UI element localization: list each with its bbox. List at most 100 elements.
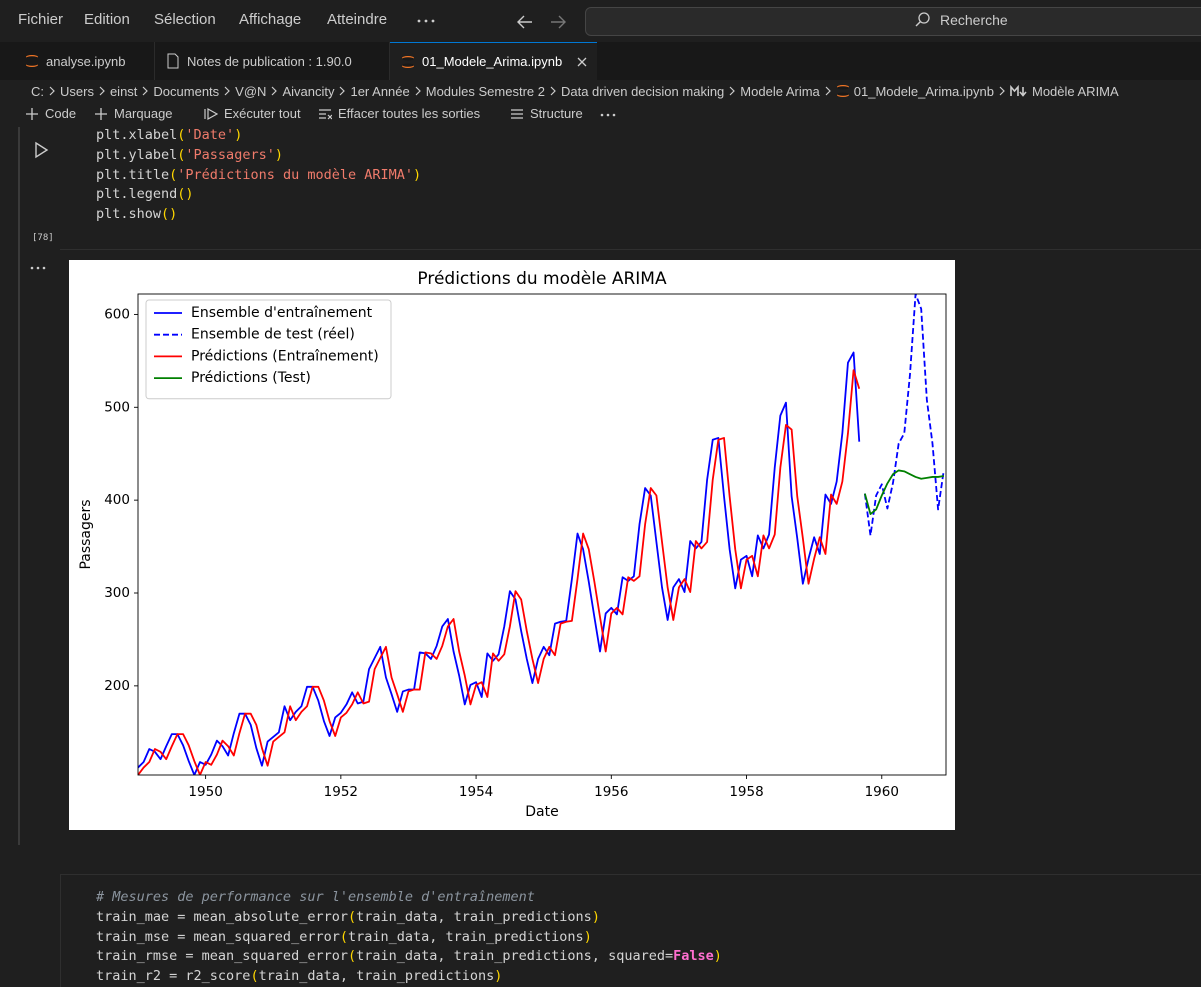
editor-tab[interactable]: Notes de publication : 1.90.0 bbox=[155, 42, 390, 80]
breadcrumb-item[interactable]: Modules Semestre 2 bbox=[425, 83, 545, 99]
chevron bbox=[825, 86, 831, 96]
menu-item[interactable]: Atteindre bbox=[327, 11, 388, 28]
code-token: ) bbox=[413, 166, 422, 183]
series-line bbox=[863, 469, 944, 515]
legend-label: Prédictions (Entraînement) bbox=[191, 348, 379, 364]
x-tick-label: 1956 bbox=[594, 784, 628, 800]
code-token: () bbox=[161, 206, 178, 223]
editor-tab[interactable]: analyse.ipynb bbox=[14, 42, 155, 80]
breadcrumb-item[interactable]: Modèle ARIMA bbox=[1031, 83, 1119, 99]
search-box[interactable] bbox=[585, 7, 1201, 36]
y-tick-label: 400 bbox=[104, 492, 130, 508]
x-tick-label: 1952 bbox=[324, 784, 358, 800]
breadcrumb-item[interactable]: V@N bbox=[235, 83, 267, 99]
nav-arrows[interactable] bbox=[515, 12, 575, 32]
code-token: 'Passagers' bbox=[185, 146, 275, 163]
toolbar-label[interactable]: Effacer toutes les sorties bbox=[338, 106, 481, 121]
code-token: train_data, train_predictions bbox=[356, 908, 592, 925]
toolbar-button[interactable]: Marquage bbox=[94, 106, 173, 121]
toolbar-icon bbox=[511, 108, 523, 119]
chart: Prédictions du modèle ARIMA Date Passagers… bbox=[69, 260, 955, 830]
breadcrumb-item[interactable]: einst bbox=[109, 83, 138, 99]
code-token: plt.legend bbox=[96, 186, 178, 203]
toolbar-icon bbox=[95, 107, 107, 120]
chevron bbox=[415, 86, 421, 96]
back-arrow[interactable] bbox=[517, 15, 532, 29]
tab-label[interactable]: Notes de publication : 1.90.0 bbox=[187, 53, 352, 69]
chevron bbox=[729, 86, 736, 96]
code-token: False bbox=[673, 948, 714, 965]
code-token: plt.ylabel bbox=[96, 146, 178, 163]
breadcrumb-item[interactable]: Data driven decision making bbox=[560, 83, 725, 99]
toolbar-button[interactable]: Structure bbox=[510, 106, 583, 121]
code-token: train_r2 = r2_score bbox=[96, 968, 251, 985]
code-line: train_mae = mean_absolute_error(train_da… bbox=[96, 908, 600, 927]
chevron bbox=[550, 86, 556, 96]
legend-box bbox=[145, 299, 392, 400]
code-line: plt.title('Prédictions du modèle ARIMA') bbox=[96, 166, 421, 185]
cell-border bbox=[60, 249, 1201, 250]
output-menu[interactable] bbox=[28, 261, 50, 275]
notebook-icon bbox=[26, 55, 38, 67]
toolbar-label[interactable]: Marquage bbox=[114, 106, 173, 121]
search-placeholder[interactable]: Recherche bbox=[940, 12, 1008, 28]
breadcrumb-item[interactable]: Documents bbox=[153, 83, 220, 99]
breadcrumb-item[interactable]: Users bbox=[60, 83, 94, 99]
code-token: ( bbox=[347, 908, 357, 925]
toolbar-button[interactable]: Effacer toutes les sorties bbox=[318, 106, 480, 121]
cell-focus-bar bbox=[18, 127, 20, 845]
code-token: ( bbox=[177, 146, 186, 163]
toolbar-label[interactable]: Exécuter tout bbox=[224, 106, 301, 121]
y-tick-label: 500 bbox=[104, 399, 130, 415]
file-icon bbox=[167, 53, 179, 69]
y-axis-label: Passagers bbox=[78, 499, 94, 569]
tab-label[interactable]: 01_Modele_Arima.ipynb bbox=[422, 54, 563, 69]
code-token: plt.show bbox=[96, 206, 162, 223]
tab-label[interactable]: analyse.ipynb bbox=[46, 53, 126, 69]
code-token: train_mae = mean_absolute_error bbox=[96, 908, 348, 925]
menu-item[interactable]: Edition bbox=[84, 11, 130, 28]
menu-item[interactable]: Fichier bbox=[18, 11, 64, 28]
chevron bbox=[999, 86, 1005, 96]
toolbar-icon bbox=[319, 108, 332, 119]
series-line bbox=[863, 294, 945, 537]
markdown-icon bbox=[1010, 85, 1027, 97]
breadcrumb-item[interactable]: Modele Arima bbox=[740, 83, 820, 99]
chart-title: Prédictions du modèle ARIMA bbox=[417, 269, 667, 289]
toolbar-label[interactable]: Structure bbox=[530, 106, 583, 121]
breadcrumb-item[interactable]: 01_Modele_Arima.ipynb bbox=[853, 83, 994, 99]
code-line: plt.xlabel('Date') bbox=[96, 126, 242, 145]
editor-tab[interactable]: 01_Modele_Arima.ipynb bbox=[390, 42, 597, 80]
series-line bbox=[138, 369, 861, 775]
y-tick-label: 300 bbox=[104, 585, 130, 601]
code-token: ( bbox=[347, 948, 357, 965]
y-tick-label: 600 bbox=[104, 306, 130, 322]
toolbar-icon bbox=[204, 107, 218, 120]
chevron bbox=[99, 86, 105, 96]
code-token: ( bbox=[250, 968, 259, 985]
chevron bbox=[272, 86, 278, 96]
run-cell-button[interactable] bbox=[32, 141, 50, 159]
code-token: train_rmse = mean_squared_error bbox=[96, 948, 348, 965]
chevron bbox=[49, 86, 55, 96]
search-icon bbox=[915, 12, 930, 27]
code-token: 'Prédictions du modèle ARIMA' bbox=[177, 166, 413, 183]
toolbar-button[interactable]: Code bbox=[25, 106, 76, 121]
code-line: # Mesures de performance sur l'ensemble … bbox=[96, 888, 535, 907]
toolbar-button[interactable]: Exécuter tout bbox=[204, 106, 301, 121]
x-tick-label: 1958 bbox=[729, 784, 763, 800]
more-menu[interactable] bbox=[415, 13, 437, 29]
breadcrumb-item[interactable]: C: bbox=[31, 83, 44, 99]
x-tick-label: 1960 bbox=[865, 784, 899, 800]
menu-item[interactable]: Sélection bbox=[154, 11, 216, 28]
breadcrumb-item[interactable]: Aivancity bbox=[282, 83, 335, 99]
menu-item[interactable]: Affichage bbox=[239, 11, 302, 28]
forward-arrow[interactable] bbox=[551, 15, 566, 29]
code-token: # Mesures de performance sur l'ensemble … bbox=[96, 889, 535, 905]
notebook-icon bbox=[836, 85, 849, 97]
breadcrumb-item[interactable]: 1er Année bbox=[350, 83, 410, 99]
toolbar-label[interactable]: Code bbox=[45, 106, 77, 121]
notebook-icon bbox=[402, 55, 414, 68]
x-tick-label: 1950 bbox=[188, 784, 222, 800]
chevron bbox=[224, 86, 231, 96]
